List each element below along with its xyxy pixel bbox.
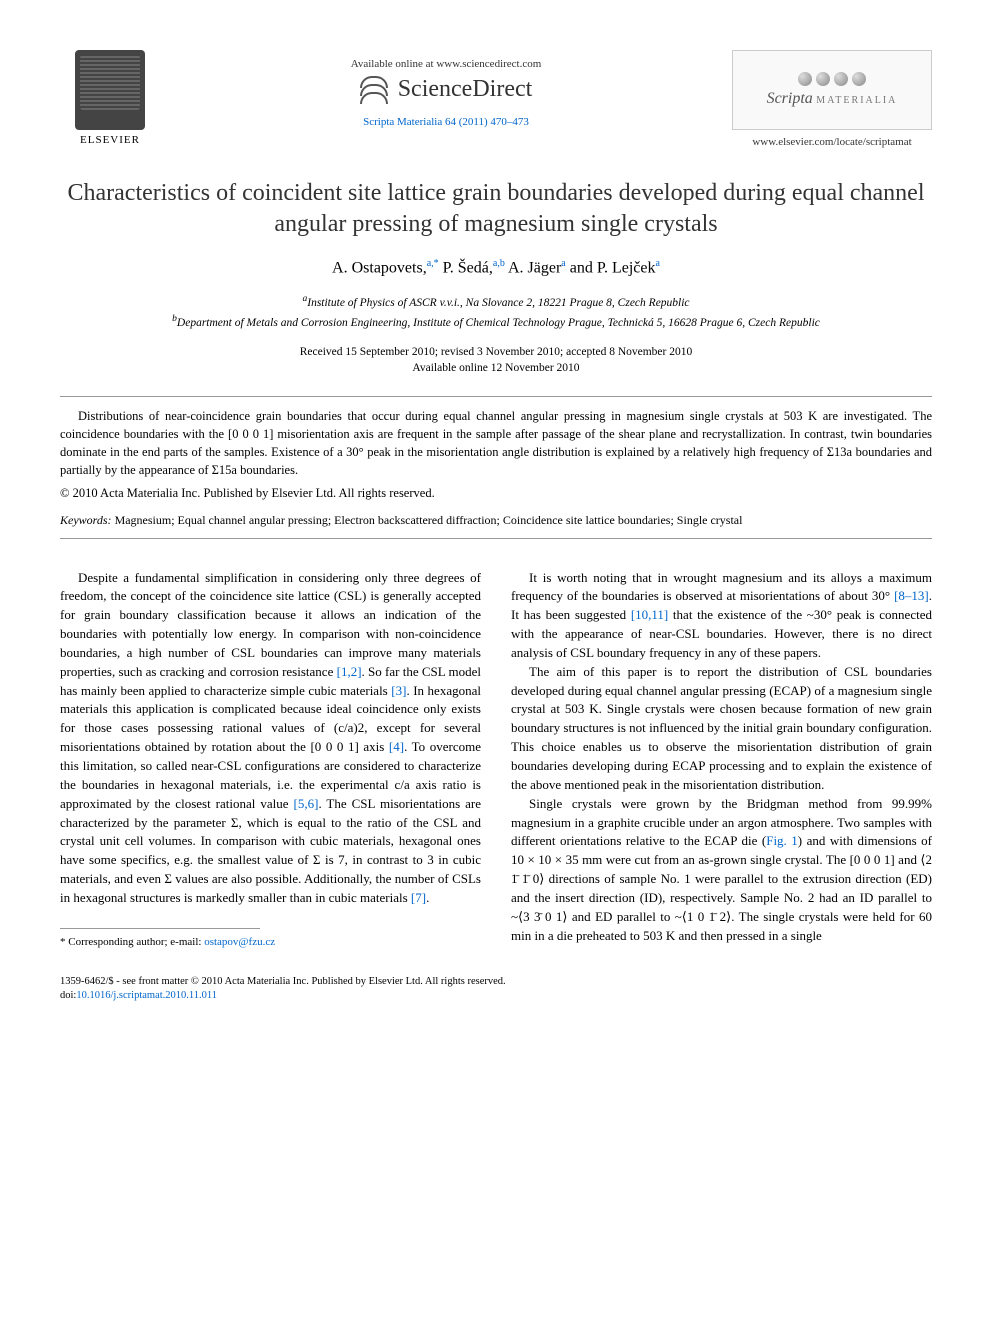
author-1-affil[interactable]: a, — [427, 258, 434, 269]
citation-line[interactable]: Scripta Materialia 64 (2011) 470–473 — [160, 116, 732, 128]
authors-line: A. Ostapovets,a,* P. Šedá,a,b A. Jägera … — [60, 258, 932, 277]
corresponding-divider — [60, 928, 260, 929]
article-title: Characteristics of coincident site latti… — [60, 178, 932, 240]
keywords-text: Magnesium; Equal channel angular pressin… — [112, 513, 743, 527]
affiliation-b: bDepartment of Metals and Corrosion Engi… — [60, 312, 932, 332]
affiliation-b-text: Department of Metals and Corrosion Engin… — [177, 317, 820, 329]
elsevier-tree-icon — [75, 50, 145, 130]
author-2-affil[interactable]: a,b — [493, 258, 505, 269]
received-revised-accepted: Received 15 September 2010; revised 3 No… — [60, 344, 932, 360]
column-right: It is worth noting that in wrought magne… — [511, 569, 932, 951]
column-left: Despite a fundamental simplification in … — [60, 569, 481, 951]
ref-link-3[interactable]: [3] — [391, 683, 406, 698]
doi-label: doi: — [60, 990, 76, 1001]
molecule-icon — [796, 72, 868, 86]
body-para-1: Despite a fundamental simplification in … — [60, 569, 481, 908]
ref-link-7[interactable]: [7] — [411, 890, 426, 905]
available-online-date: Available online 12 November 2010 — [60, 360, 932, 376]
dates-block: Received 15 September 2010; revised 3 No… — [60, 344, 932, 376]
corresponding-email[interactable]: ostapov@fzu.cz — [204, 936, 275, 948]
author-4[interactable]: P. Lejček — [597, 260, 656, 277]
body-text-2a: It is worth noting that in wrought magne… — [511, 570, 932, 604]
divider-bottom — [60, 538, 932, 539]
keywords-line: Keywords: Magnesium; Equal channel angul… — [60, 513, 932, 528]
doi-line: doi:10.1016/j.scriptamat.2010.11.011 — [60, 989, 932, 1004]
body-text-1a: Despite a fundamental simplification in … — [60, 570, 481, 679]
ref-link-1-2[interactable]: [1,2] — [337, 664, 362, 679]
affiliation-a-text: Institute of Physics of ASCR v.v.i., Na … — [307, 297, 689, 309]
scripta-cover-box: Scripta MATERIALIA — [732, 50, 932, 130]
ref-link-8-13[interactable]: [8–13] — [894, 588, 929, 603]
body-text-1f: . — [426, 890, 429, 905]
page-container: ELSEVIER Available online at www.science… — [0, 0, 992, 1044]
available-online-text: Available online at www.sciencedirect.co… — [160, 58, 732, 70]
body-text-1e: . The CSL misorientations are characteri… — [60, 796, 481, 905]
issn-copyright: 1359-6462/$ - see front matter © 2010 Ac… — [60, 975, 932, 990]
abstract-copyright: © 2010 Acta Materialia Inc. Published by… — [60, 486, 932, 501]
author-1[interactable]: A. Ostapovets, — [332, 260, 427, 277]
and-text: and — [570, 260, 597, 277]
sciencedirect-icon — [360, 74, 390, 104]
center-header: Available online at www.sciencedirect.co… — [160, 50, 732, 132]
author-2[interactable]: P. Šedá, — [443, 260, 493, 277]
affiliation-a: aInstitute of Physics of ASCR v.v.i., Na… — [60, 292, 932, 312]
body-text-4b: ) and with dimensions of 10 × 10 × 35 mm… — [511, 833, 932, 942]
journal-name: Scripta — [767, 90, 813, 107]
ref-link-4[interactable]: [4] — [389, 739, 404, 754]
author-3-affil[interactable]: a — [561, 258, 565, 269]
body-para-4: Single crystals were grown by the Bridgm… — [511, 795, 932, 946]
ref-link-10-11[interactable]: [10,11] — [631, 607, 668, 622]
elsevier-label: ELSEVIER — [60, 134, 160, 146]
header-row: ELSEVIER Available online at www.science… — [60, 50, 932, 148]
body-para-3: The aim of this paper is to report the d… — [511, 663, 932, 795]
corresponding-star[interactable]: * — [434, 258, 439, 269]
body-columns: Despite a fundamental simplification in … — [60, 569, 932, 951]
journal-subtitle: MATERIALIA — [816, 95, 897, 106]
doi-link[interactable]: 10.1016/j.scriptamat.2010.11.011 — [76, 990, 217, 1001]
sciencedirect-logo[interactable]: ScienceDirect — [160, 74, 732, 104]
sciencedirect-text: ScienceDirect — [398, 76, 533, 103]
journal-url[interactable]: www.elsevier.com/locate/scriptamat — [732, 136, 932, 148]
fig-link-1[interactable]: Fig. 1 — [766, 833, 798, 848]
elsevier-logo: ELSEVIER — [60, 50, 160, 146]
divider-top — [60, 396, 932, 397]
corresponding-author-line: * Corresponding author; e-mail: ostapov@… — [60, 935, 481, 951]
author-3[interactable]: A. Jäger — [508, 260, 561, 277]
body-para-2: It is worth noting that in wrought magne… — [511, 569, 932, 663]
affiliations-block: aInstitute of Physics of ASCR v.v.i., Na… — [60, 292, 932, 332]
journal-logo-block: Scripta MATERIALIA www.elsevier.com/loca… — [732, 50, 932, 148]
ref-link-5-6[interactable]: [5,6] — [294, 796, 319, 811]
corresponding-label: * Corresponding author; e-mail: — [60, 936, 204, 948]
abstract-text: Distributions of near-coincidence grain … — [60, 407, 932, 480]
page-footer: 1359-6462/$ - see front matter © 2010 Ac… — [60, 975, 932, 1004]
author-4-affil[interactable]: a — [656, 258, 660, 269]
keywords-label: Keywords: — [60, 513, 112, 527]
